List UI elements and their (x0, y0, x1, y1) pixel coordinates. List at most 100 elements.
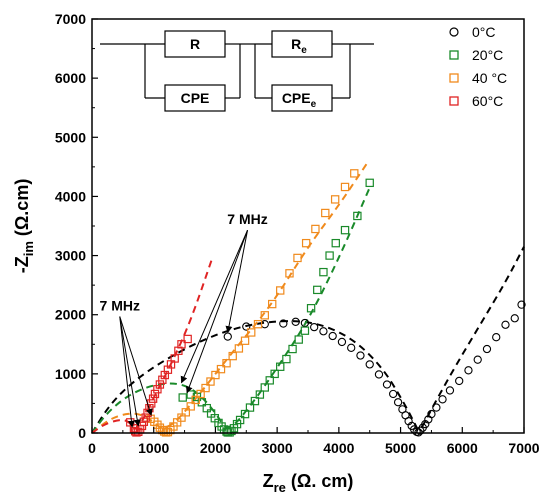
x-tick-label: 1000 (138, 440, 169, 456)
y-tick-label: 2000 (55, 307, 86, 323)
data-point (482, 344, 492, 354)
x-tick-label: 0 (88, 440, 96, 456)
data-point (153, 420, 162, 429)
plot-frame (91, 18, 525, 434)
circuit-label-re: Re (291, 36, 307, 56)
data-point (222, 359, 231, 368)
data-point (227, 426, 236, 436)
circuit-label-r: R (190, 36, 200, 52)
data-point (235, 415, 245, 425)
circuit-label-cpe-e-sub: e (311, 99, 317, 110)
data-point (438, 395, 447, 404)
data-point (260, 311, 270, 320)
legend-label: 60°C (472, 93, 503, 109)
data-point (501, 320, 510, 329)
data-point (276, 362, 285, 371)
data-point (464, 366, 473, 375)
data-point (347, 343, 356, 352)
x-tick-label: 3000 (262, 440, 293, 456)
y-tick-label: 5000 (55, 129, 86, 145)
data-point (382, 380, 392, 389)
data-point (293, 253, 302, 263)
x-axis-title-sub: re (274, 480, 286, 495)
data-point (310, 322, 319, 332)
legend-label: 40 °C (472, 70, 507, 86)
series-20-c (178, 178, 374, 437)
annotation-arrow (119, 316, 141, 427)
data-point (325, 251, 334, 260)
resistor-r (164, 30, 226, 58)
data-point (148, 394, 158, 403)
data-point (517, 300, 526, 309)
annotation-label: 7 MHz (227, 211, 267, 227)
data-point (365, 360, 374, 369)
data-point (223, 332, 232, 341)
data-point (427, 409, 436, 419)
annotation-arrow (180, 230, 248, 384)
data-point (276, 286, 285, 295)
data-point (178, 393, 187, 402)
data-point (340, 225, 350, 235)
x-tick-label: 7000 (508, 440, 539, 456)
y-axis-title-prefix: -Z (12, 256, 32, 273)
data-point (206, 377, 215, 386)
data-point (321, 208, 330, 218)
cpe-e-element (271, 84, 333, 112)
data-point (197, 398, 207, 407)
data-point (202, 403, 211, 413)
data-point (163, 427, 173, 437)
data-point (330, 195, 340, 204)
legend: 0°C 20°C 40 °C 60°C (449, 24, 507, 109)
data-point (177, 413, 186, 422)
y-tick-label: 0 (78, 425, 86, 441)
data-point (510, 314, 519, 323)
data-point (337, 337, 347, 347)
data-point (177, 340, 186, 349)
data-point (234, 344, 244, 353)
series-0-c (223, 300, 526, 437)
circuit-label-re-sub: e (301, 45, 307, 56)
data-point (242, 322, 251, 331)
legend-label: 20°C (472, 47, 503, 63)
legend-marker (449, 96, 459, 106)
circuit-label-cpe: CPE (181, 90, 210, 106)
data-point (374, 370, 384, 379)
data-point (455, 376, 464, 386)
data-point (172, 418, 182, 427)
data-point (301, 238, 311, 248)
x-axis-title-main: Z (263, 471, 274, 491)
y-axis-title-sub: im (21, 241, 36, 256)
data-point (270, 369, 279, 379)
frequency-annotations: 7 MHz 7 MHz (100, 211, 268, 428)
data-point (319, 267, 328, 277)
y-tick-label: 4000 (55, 188, 86, 204)
data-point (288, 344, 297, 354)
data-point (300, 326, 310, 335)
legend-marker (449, 27, 459, 37)
data-point (245, 403, 255, 412)
x-tick-label: 6000 (447, 440, 478, 456)
data-point (393, 398, 403, 407)
x-axis-title-unit: (Ω. cm) (286, 471, 353, 491)
data-point (432, 403, 441, 412)
legend-marker (449, 73, 459, 83)
data-point (353, 211, 362, 221)
axis-ticks: 0 1000 2000 3000 4000 5000 6000 7000 0 1000 2000 30… (55, 11, 540, 456)
data-point (279, 319, 288, 328)
data-point (492, 333, 501, 342)
annotation-arrow (225, 230, 249, 334)
data-point (181, 408, 191, 417)
y-axis-title: -Zim (Ω.cm) (12, 179, 36, 274)
annotation-arrow (185, 230, 248, 394)
y-tick-label: 6000 (55, 70, 86, 86)
y-tick-label: 7000 (55, 11, 86, 27)
data-point (294, 335, 303, 344)
cpe-element (164, 84, 226, 112)
circuit-label-cpe-e: CPEe (282, 90, 317, 110)
data-point (255, 390, 265, 399)
data-point (340, 182, 350, 192)
data-point (250, 396, 260, 406)
data-point (211, 370, 220, 380)
resistor-re (271, 30, 333, 58)
